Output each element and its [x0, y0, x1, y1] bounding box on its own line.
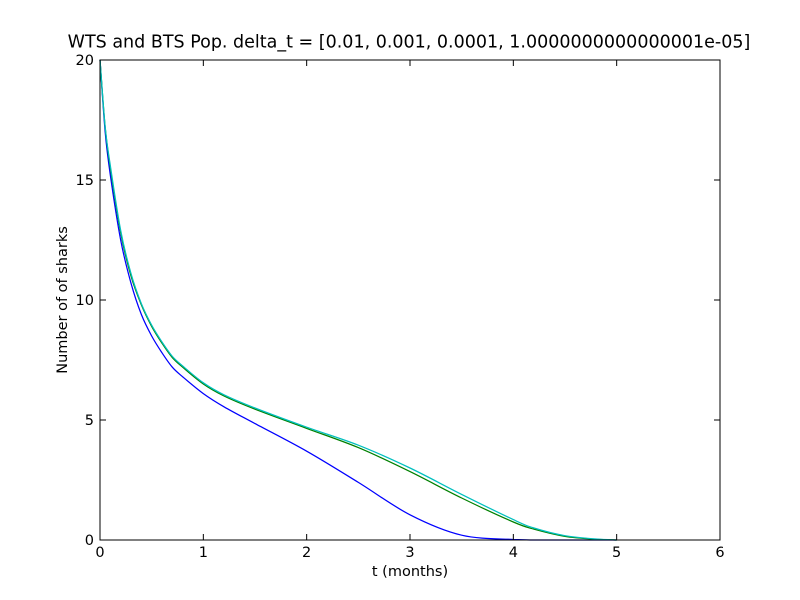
y-tick-label: 5 [85, 413, 94, 429]
y-tick-label: 15 [76, 173, 94, 189]
y-tick-label: 10 [76, 293, 94, 309]
x-tick-label: 6 [715, 545, 724, 561]
x-tick-label: 5 [612, 545, 621, 561]
x-tick-label: 2 [302, 545, 311, 561]
x-tick-label: 4 [509, 545, 518, 561]
x-axis-label: t (months) [372, 564, 448, 580]
plot-area-frame [99, 59, 721, 541]
ticks-layer: 0 1 2 3 4 5 6 0 5 10 15 20 [76, 53, 725, 561]
y-axis-label: Number of of sharks [55, 226, 71, 374]
x-tick-label: 3 [405, 545, 414, 561]
series-layer [99, 59, 617, 541]
x-tick-label: 1 [199, 545, 208, 561]
x-tick-label: 0 [95, 545, 104, 561]
chart-title: WTS and BTS Pop. delta_t = [0.01, 0.001,… [68, 33, 751, 53]
series-line-1 [99, 59, 617, 541]
series-line-3 [99, 59, 617, 541]
y-tick-label: 20 [76, 53, 94, 69]
y-tick-label: 0 [85, 533, 94, 549]
